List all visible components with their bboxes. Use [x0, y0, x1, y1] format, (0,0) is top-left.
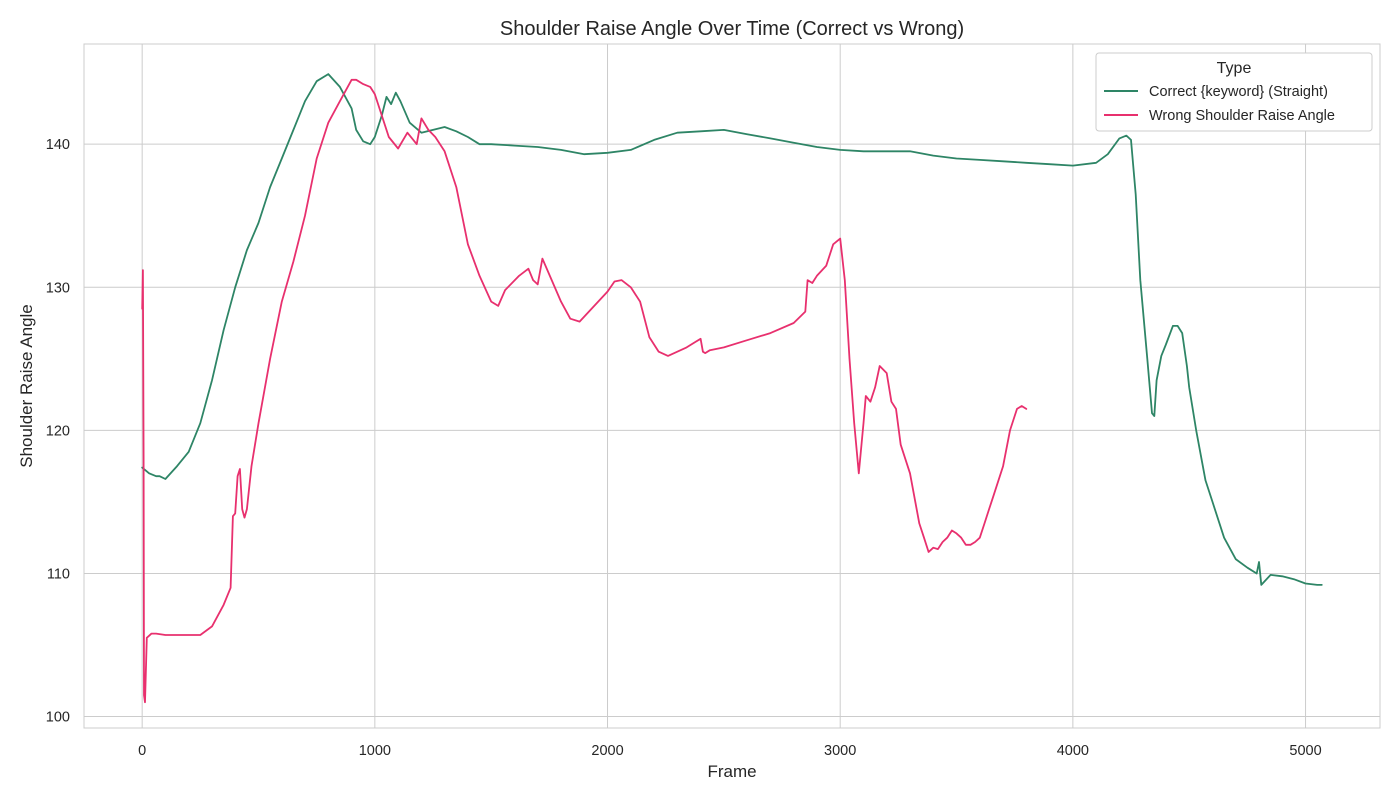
legend-label-wrong: Wrong Shoulder Raise Angle [1149, 108, 1335, 124]
x-tick-label: 5000 [1289, 743, 1321, 759]
y-tick-label: 110 [47, 566, 70, 582]
x-axis-label: Frame [707, 762, 756, 781]
y-axis-label: Shoulder Raise Angle [17, 304, 36, 468]
y-tick-label: 130 [46, 280, 70, 296]
legend: Type Correct {keyword} (Straight) Wrong … [1095, 52, 1373, 132]
series-lines [141, 73, 1323, 704]
x-tick-label: 3000 [824, 743, 856, 759]
x-tick-label: 1000 [359, 743, 391, 759]
x-tick-label: 2000 [591, 743, 623, 759]
y-tick-label: 140 [46, 137, 70, 153]
x-tick-label: 4000 [1057, 743, 1089, 759]
x-tick-label: 0 [138, 743, 146, 759]
grid-lines [84, 44, 1380, 728]
legend-box [1095, 52, 1373, 132]
legend-title: Type [1217, 60, 1252, 77]
chart-title: Shoulder Raise Angle Over Time (Correct … [500, 18, 964, 40]
y-tick-label: 100 [46, 710, 70, 726]
series-line-correct [141, 73, 1323, 586]
series-line-wrong [141, 78, 1028, 704]
plot-area [83, 43, 1381, 729]
y-tick-label: 120 [46, 423, 70, 439]
tick-labels: 0 1000 2000 3000 4000 5000 100 110 120 130 140 [46, 137, 1322, 759]
legend-label-correct: Correct {keyword} (Straight) [1149, 84, 1328, 100]
